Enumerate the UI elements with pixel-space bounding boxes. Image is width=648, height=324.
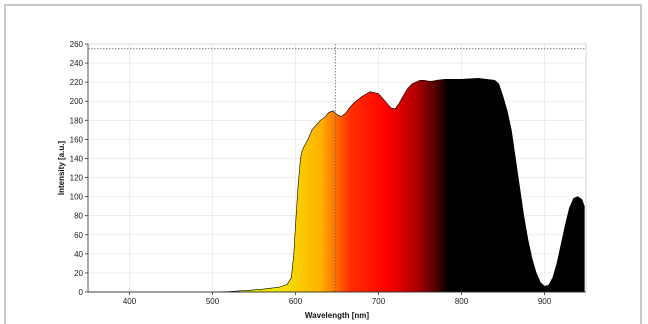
y-tick-label: 220: [70, 78, 84, 87]
x-tick-label: 900: [538, 297, 552, 306]
x-tick-label: 700: [372, 297, 386, 306]
y-tick-label: 180: [70, 116, 84, 125]
y-tick-label: 160: [70, 135, 84, 144]
y-axis-label: Intensity [a.u.]: [57, 141, 66, 196]
y-tick-label: 240: [70, 59, 84, 68]
x-tick-label: 500: [206, 297, 220, 306]
plot-area: [88, 44, 585, 293]
x-axis-label: Wavelength [nm]: [305, 311, 369, 320]
axes: 0 20 40 60 80 100 120 140 160 180 200 220 240 260 400 5…: [70, 40, 586, 306]
y-tick-label: 0: [79, 288, 84, 297]
y-tick-label: 100: [70, 193, 84, 202]
y-tick-label: 20: [74, 269, 83, 278]
y-tick-label: 260: [70, 40, 84, 49]
x-tick-label: 400: [123, 297, 137, 306]
y-tick-label: 60: [74, 231, 83, 240]
y-tick-label: 120: [70, 174, 84, 183]
y-tick-label: 80: [74, 212, 83, 221]
x-tick-label: 600: [289, 297, 303, 306]
spectrum-area: [88, 78, 585, 293]
y-tick-label: 40: [74, 250, 83, 259]
y-tick-label: 140: [70, 154, 84, 163]
x-tick-label: 800: [455, 297, 469, 306]
y-tick-label: 200: [70, 97, 84, 106]
